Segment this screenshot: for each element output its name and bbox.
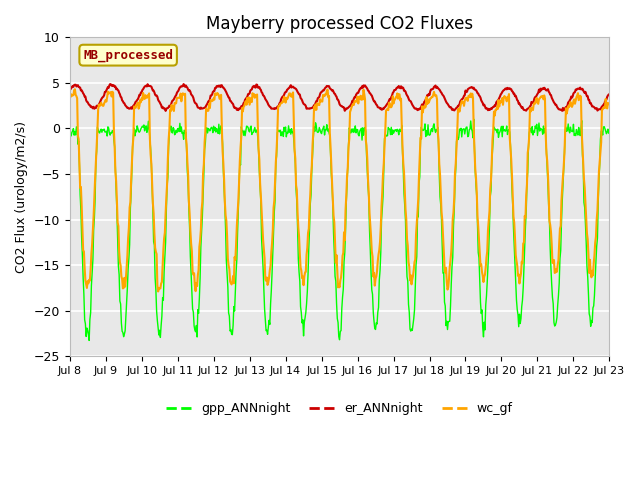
- Text: MB_processed: MB_processed: [83, 48, 173, 62]
- Legend: gpp_ANNnight, er_ANNnight, wc_gf: gpp_ANNnight, er_ANNnight, wc_gf: [161, 397, 518, 420]
- Title: Mayberry processed CO2 Fluxes: Mayberry processed CO2 Fluxes: [206, 15, 473, 33]
- Y-axis label: CO2 Flux (urology/m2/s): CO2 Flux (urology/m2/s): [15, 121, 28, 273]
